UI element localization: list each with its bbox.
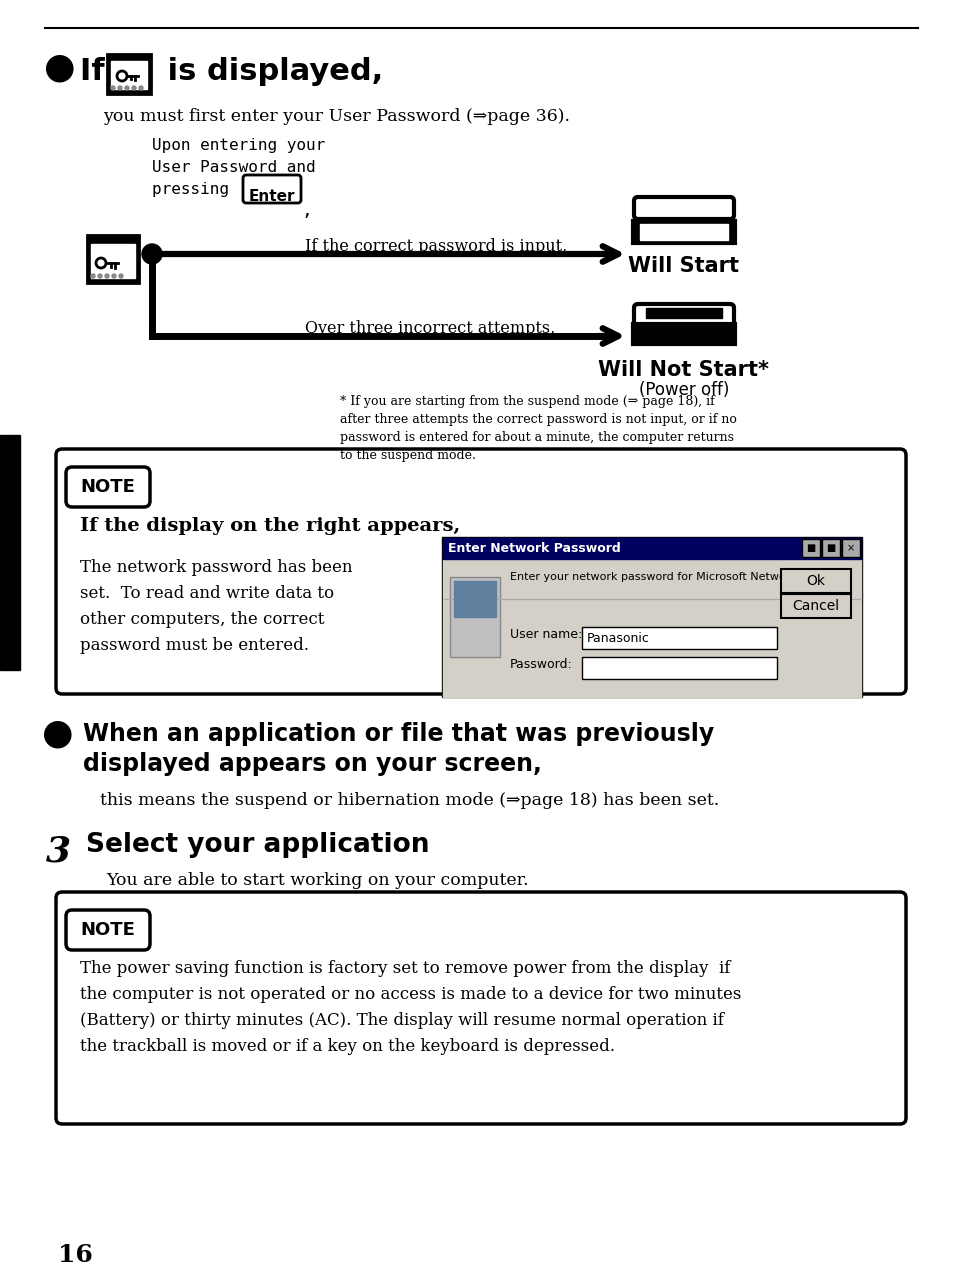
Bar — [581, 657, 776, 679]
Bar — [821, 539, 840, 557]
Text: (Power off): (Power off) — [639, 380, 728, 398]
Circle shape — [139, 86, 143, 90]
Bar — [639, 224, 727, 240]
Text: this means the suspend or hibernation mode (⇒page 18) has been set.: this means the suspend or hibernation mo… — [100, 792, 719, 810]
Bar — [450, 576, 499, 657]
Text: Will Start: Will Start — [628, 256, 739, 275]
Text: ●: ● — [42, 717, 73, 751]
Text: NOTE: NOTE — [80, 921, 135, 939]
FancyBboxPatch shape — [781, 569, 850, 593]
Text: Enter Network Password: Enter Network Password — [448, 542, 620, 556]
FancyBboxPatch shape — [634, 197, 733, 219]
Text: User name:: User name: — [510, 629, 581, 642]
Bar — [841, 539, 859, 557]
Text: displayed appears on your screen,: displayed appears on your screen, — [83, 752, 541, 776]
Bar — [91, 243, 135, 278]
FancyBboxPatch shape — [66, 910, 150, 951]
Bar — [454, 582, 496, 617]
Text: * If you are starting from the suspend mode (⇒ page 18), if
after three attempts: * If you are starting from the suspend m… — [339, 395, 736, 462]
FancyBboxPatch shape — [633, 222, 734, 243]
Text: The network password has been
set.  To read and write data to
other computers, t: The network password has been set. To re… — [80, 559, 352, 655]
Text: If the display on the right appears,: If the display on the right appears, — [80, 518, 459, 535]
Circle shape — [91, 274, 95, 278]
FancyBboxPatch shape — [781, 594, 850, 617]
Circle shape — [98, 274, 102, 278]
Text: ●: ● — [44, 51, 75, 85]
Text: you must first enter your User Password (⇒page 36).: you must first enter your User Password … — [103, 108, 569, 126]
Text: Enter: Enter — [249, 190, 294, 204]
FancyBboxPatch shape — [107, 54, 151, 94]
Bar — [0, 436, 20, 670]
Text: Enter your network password for Microsoft Networking: Enter your network password for Microsof… — [510, 573, 814, 582]
Text: The power saving function is factory set to remove power from the display  if
th: The power saving function is factory set… — [80, 959, 740, 1056]
Bar — [442, 538, 861, 559]
Bar — [111, 61, 147, 88]
Circle shape — [142, 243, 162, 264]
Text: Password:: Password: — [510, 658, 572, 671]
FancyBboxPatch shape — [87, 234, 139, 283]
Circle shape — [105, 274, 109, 278]
Text: ■: ■ — [825, 543, 835, 553]
FancyBboxPatch shape — [634, 304, 733, 325]
Text: Over three incorrect attempts,: Over three incorrect attempts, — [305, 320, 555, 337]
FancyBboxPatch shape — [645, 202, 721, 214]
Circle shape — [119, 274, 123, 278]
Circle shape — [111, 86, 115, 90]
Bar — [442, 559, 861, 697]
Text: Cancel: Cancel — [792, 600, 839, 614]
Text: NOTE: NOTE — [80, 478, 135, 496]
FancyBboxPatch shape — [56, 450, 905, 694]
Text: Will Not Start*: Will Not Start* — [598, 360, 769, 380]
Text: pressing: pressing — [152, 182, 238, 197]
Circle shape — [125, 86, 129, 90]
Text: Upon entering your: Upon entering your — [152, 138, 325, 152]
Text: is displayed,: is displayed, — [157, 58, 383, 87]
Text: ×: × — [846, 543, 854, 553]
Text: 16: 16 — [58, 1243, 92, 1267]
Text: You are able to start working on your computer.: You are able to start working on your co… — [106, 872, 528, 889]
Text: Panasonic: Panasonic — [586, 632, 649, 644]
FancyBboxPatch shape — [56, 892, 905, 1123]
FancyBboxPatch shape — [66, 468, 150, 507]
Bar — [801, 539, 820, 557]
Text: Ok: Ok — [805, 574, 824, 588]
FancyBboxPatch shape — [243, 175, 301, 202]
Text: Select your application: Select your application — [86, 831, 429, 858]
Circle shape — [118, 86, 122, 90]
Circle shape — [112, 274, 116, 278]
Text: ,: , — [302, 202, 313, 220]
Text: User Password and: User Password and — [152, 160, 315, 175]
Bar — [581, 626, 776, 649]
Text: If the correct password is input,: If the correct password is input, — [305, 238, 567, 255]
Bar — [441, 537, 862, 697]
Text: 3: 3 — [46, 835, 71, 869]
Circle shape — [132, 86, 136, 90]
Text: ■: ■ — [805, 543, 815, 553]
Text: If: If — [80, 58, 115, 87]
FancyBboxPatch shape — [633, 324, 734, 345]
Bar — [645, 307, 721, 318]
Text: When an application or file that was previously: When an application or file that was pre… — [83, 722, 714, 746]
